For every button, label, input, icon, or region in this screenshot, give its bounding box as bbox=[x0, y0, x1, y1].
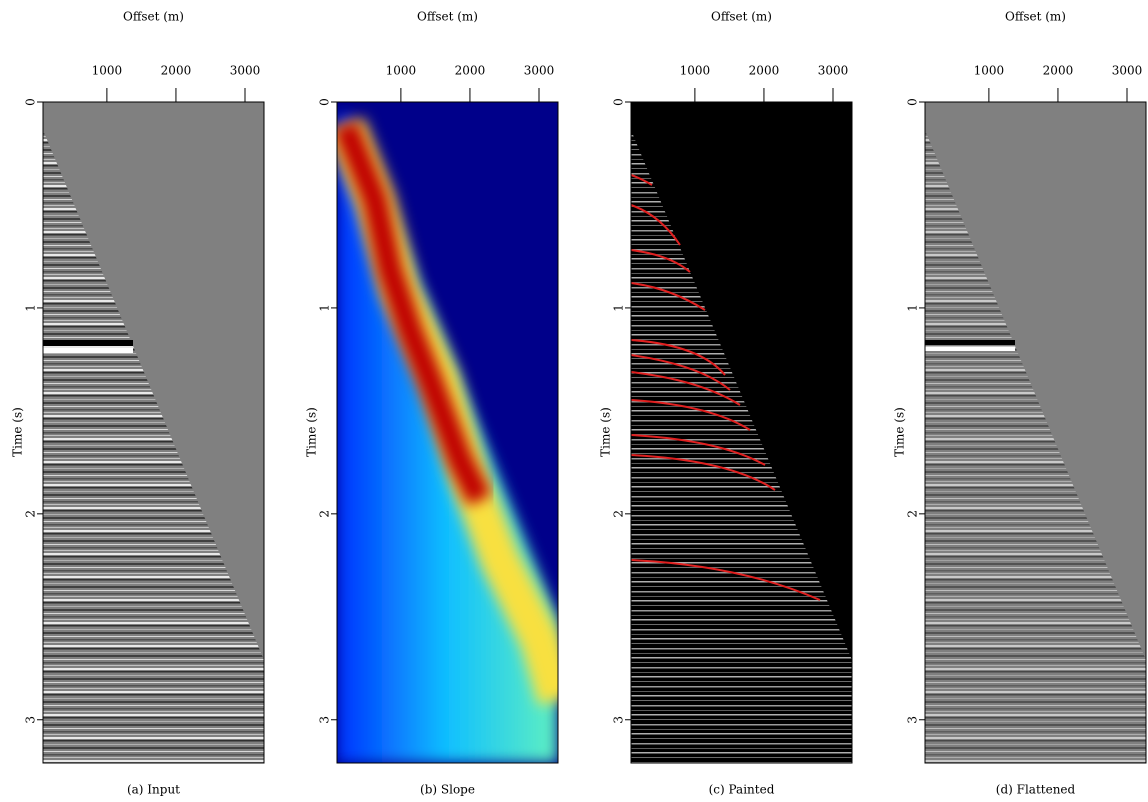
panel-frame bbox=[924, 101, 1147, 764]
panel-frame bbox=[42, 101, 265, 764]
y-axis-label: Time (s) bbox=[305, 407, 319, 457]
x-axis-label: Offset (m) bbox=[1005, 10, 1066, 24]
y-tick-label: 0 bbox=[24, 98, 38, 106]
x-tick-label: 2000 bbox=[749, 64, 780, 78]
y-tick-label: 3 bbox=[906, 716, 920, 724]
x-tick-label: 2000 bbox=[1043, 64, 1074, 78]
panel-caption: (b) Slope bbox=[420, 783, 475, 797]
x-tick-label: 1000 bbox=[386, 64, 417, 78]
panel-image bbox=[43, 102, 264, 763]
y-tick-label: 3 bbox=[612, 716, 626, 724]
x-tick-label: 3000 bbox=[818, 64, 849, 78]
x-axis-label: Offset (m) bbox=[711, 10, 772, 24]
y-tick-label: 0 bbox=[318, 98, 332, 106]
x-tick-label: 1000 bbox=[974, 64, 1005, 78]
x-tick-label: 3000 bbox=[1112, 64, 1143, 78]
panel-image bbox=[337, 102, 558, 763]
x-tick-label: 3000 bbox=[230, 64, 261, 78]
y-tick-label: 3 bbox=[318, 716, 332, 724]
panel-caption: (a) Input bbox=[127, 783, 180, 797]
y-axis-label: Time (s) bbox=[893, 407, 907, 457]
y-tick-label: 0 bbox=[612, 98, 626, 106]
y-tick-label: 1 bbox=[24, 304, 38, 312]
y-tick-label: 1 bbox=[906, 304, 920, 312]
y-tick-label: 2 bbox=[24, 510, 38, 518]
y-tick-label: 2 bbox=[318, 510, 332, 518]
panel-image bbox=[630, 102, 852, 763]
x-axis-label: Offset (m) bbox=[123, 10, 184, 24]
y-tick-label: 2 bbox=[906, 510, 920, 518]
x-axis-label: Offset (m) bbox=[417, 10, 478, 24]
panel-frame bbox=[336, 101, 559, 764]
x-tick-label: 1000 bbox=[680, 64, 711, 78]
y-axis-label: Time (s) bbox=[599, 407, 613, 457]
y-tick-label: 0 bbox=[906, 98, 920, 106]
x-tick-label: 3000 bbox=[524, 64, 555, 78]
y-axis-label: Time (s) bbox=[11, 407, 25, 457]
panel-image bbox=[925, 102, 1146, 763]
panel-caption: (d) Flattened bbox=[996, 783, 1076, 797]
panel-frame bbox=[630, 101, 853, 764]
y-tick-label: 1 bbox=[612, 304, 626, 312]
x-tick-label: 1000 bbox=[92, 64, 123, 78]
panel-caption: (c) Painted bbox=[709, 783, 775, 797]
y-tick-label: 1 bbox=[318, 304, 332, 312]
y-tick-label: 3 bbox=[24, 716, 38, 724]
x-tick-label: 2000 bbox=[455, 64, 486, 78]
y-tick-label: 2 bbox=[612, 510, 626, 518]
x-tick-label: 2000 bbox=[161, 64, 192, 78]
